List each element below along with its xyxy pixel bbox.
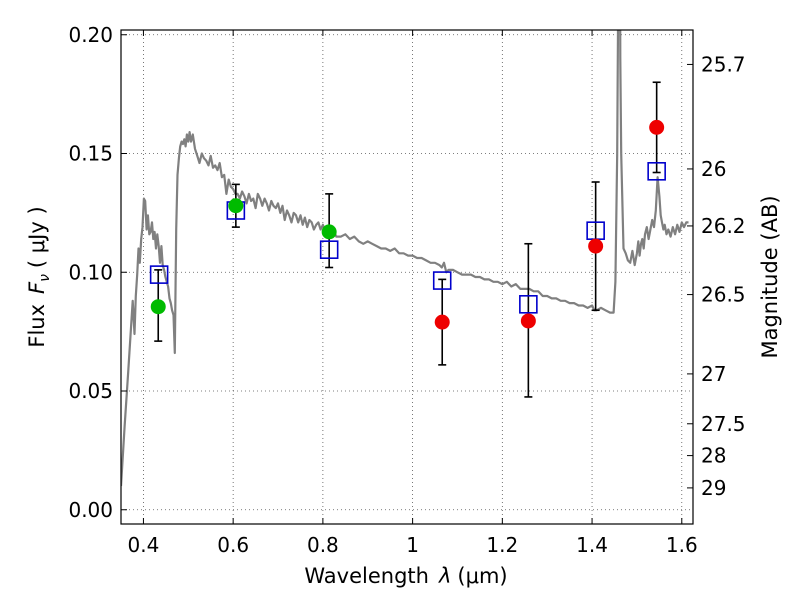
error-bars — [154, 81, 661, 398]
right-tick-label: 27.5 — [701, 412, 746, 436]
model-square — [647, 162, 666, 181]
x-tick-label: 1.2 — [486, 533, 518, 557]
right-axis-ticks: 25.7 26 26.2 26.5 27 27.5 28 29 — [687, 52, 746, 500]
right-tick-label: 25.7 — [701, 52, 746, 76]
red-point — [649, 119, 665, 135]
red-point — [520, 313, 536, 329]
y-tick-label: 0.15 — [68, 142, 113, 166]
x-tick-label: 0.6 — [217, 533, 249, 557]
right-tick-label: 26.2 — [701, 214, 746, 238]
x-tick-label: 1.4 — [576, 533, 608, 557]
right-tick-label: 26 — [701, 157, 726, 181]
y-tick-label: 0.05 — [68, 379, 113, 403]
x-tick-label: 0.8 — [307, 533, 339, 557]
y-tick-label: 0.00 — [68, 498, 113, 522]
green-point — [321, 224, 337, 240]
y-axis-ticks: 0.00 0.05 0.10 0.15 0.20 — [68, 23, 127, 522]
x-tick-label: 0.4 — [128, 533, 160, 557]
plot-frame — [120, 29, 694, 525]
spectrum-line — [121, 30, 689, 487]
y-tick-label: 0.20 — [68, 23, 113, 47]
model-square — [149, 265, 169, 284]
right-tick-label: 26.5 — [701, 283, 746, 307]
x-tick-label: 1.6 — [666, 533, 698, 557]
green-point — [150, 299, 166, 315]
x-tick-label: 1 — [406, 533, 419, 557]
right-tick-label: 27 — [701, 362, 726, 386]
right-axis-label: Magnitude (AB) — [758, 195, 782, 358]
x-axis-ticks: 0.4 0.6 0.8 1 1.2 1.4 1.6 — [128, 30, 698, 557]
observed-points — [150, 119, 665, 330]
model-square — [319, 240, 339, 259]
red-point — [588, 238, 604, 254]
green-point — [228, 198, 244, 214]
model-square — [519, 295, 538, 314]
grid-lines — [121, 30, 693, 524]
model-square — [432, 271, 452, 290]
y-axis-label: FluxFν( μJy ) — [25, 206, 53, 347]
red-point — [434, 314, 450, 330]
right-tick-label: 28 — [701, 444, 726, 468]
x-axis-label: Wavelength λ (μm) — [304, 564, 507, 588]
model-spectrum — [121, 30, 689, 487]
right-tick-label: 29 — [701, 476, 726, 500]
y-tick-label: 0.10 — [68, 260, 113, 284]
